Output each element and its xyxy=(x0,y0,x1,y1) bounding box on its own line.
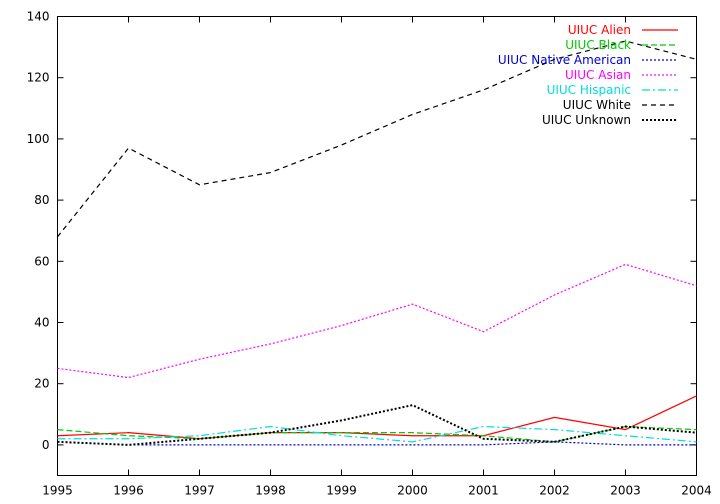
x-tick-label: 2002 xyxy=(539,484,570,498)
series-line-uiuc-white xyxy=(57,40,697,238)
x-tick-label: 2003 xyxy=(610,484,641,498)
legend-label: UIUC Alien xyxy=(568,23,631,37)
x-tick-label: 2004 xyxy=(681,484,712,498)
legend-label: UIUC Black xyxy=(565,38,631,52)
y-tick-label: 60 xyxy=(34,254,49,268)
series-line-uiuc-asian xyxy=(57,263,697,379)
series-lines xyxy=(57,40,697,446)
plot-frame xyxy=(57,16,697,476)
y-tick-label: 20 xyxy=(34,377,49,391)
x-tick-label: 1996 xyxy=(113,484,144,498)
y-tick-label: 140 xyxy=(27,10,50,24)
x-tick-label: 1998 xyxy=(255,484,286,498)
x-tick-label: 1999 xyxy=(326,484,357,498)
legend-label: UIUC Hispanic xyxy=(547,83,631,97)
legend-label: UIUC White xyxy=(563,98,631,112)
y-axis: 0 20 40 60 80 100 120 140 xyxy=(27,10,697,452)
y-tick-label: 0 xyxy=(42,438,50,452)
x-tick-label: 1997 xyxy=(184,484,215,498)
series-line-uiuc-native-american xyxy=(57,441,697,446)
series-line-uiuc-hispanic xyxy=(57,425,697,443)
legend-label: UIUC Asian xyxy=(565,68,631,82)
series-line-uiuc-alien xyxy=(57,395,697,440)
legend-label: UIUC Native American xyxy=(498,53,631,67)
y-tick-label: 100 xyxy=(27,132,50,146)
y-tick-label: 120 xyxy=(27,71,50,85)
x-axis: 1995 1996 1997 1998 1999 2000 2001 2002 2003 2004 xyxy=(42,16,712,498)
y-tick-label: 80 xyxy=(34,193,49,207)
x-tick-label: 1995 xyxy=(42,484,73,498)
series-line-uiuc-unknown xyxy=(57,404,697,446)
y-tick-label: 40 xyxy=(34,316,49,330)
x-tick-label: 2000 xyxy=(397,484,428,498)
x-tick-label: 2001 xyxy=(468,484,499,498)
legend-label: UIUC Unknown xyxy=(542,113,631,127)
